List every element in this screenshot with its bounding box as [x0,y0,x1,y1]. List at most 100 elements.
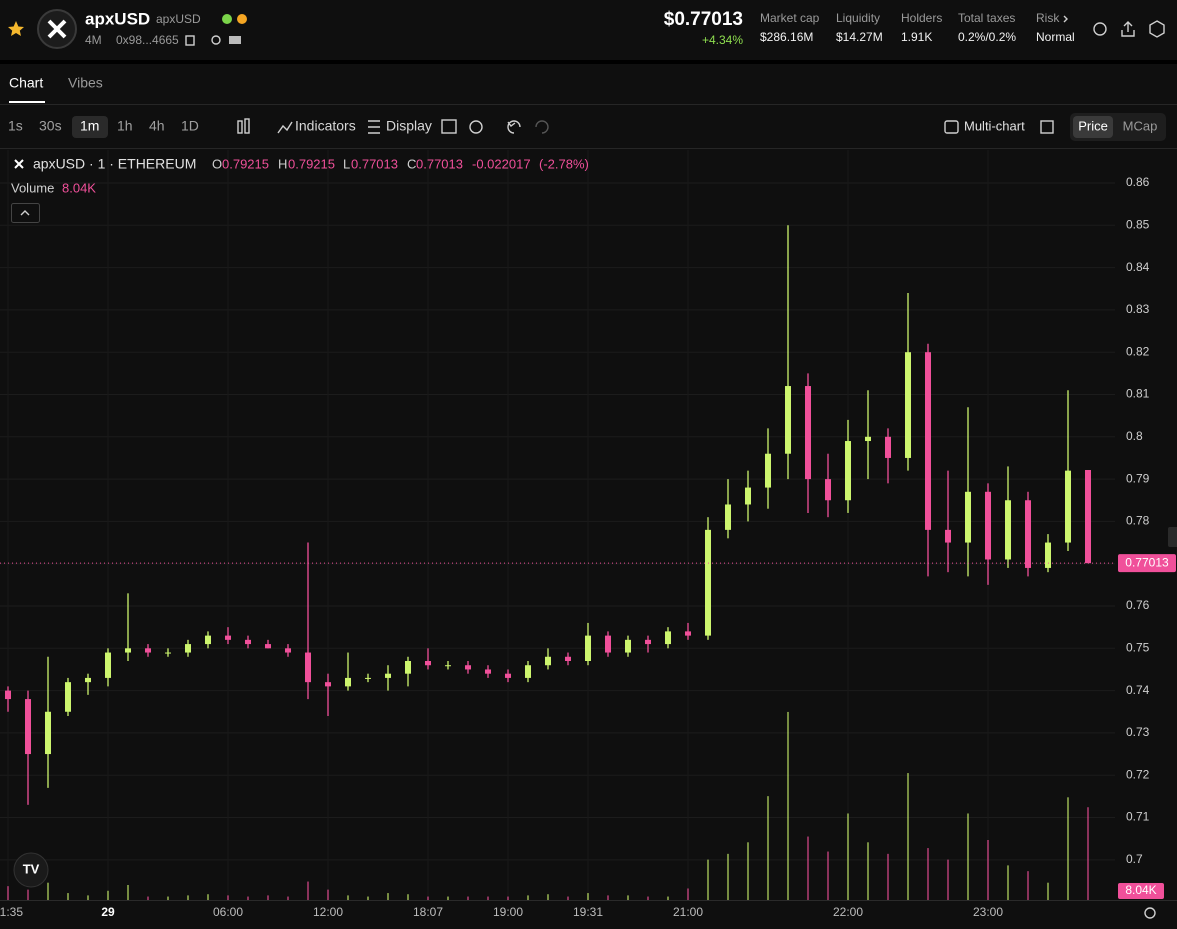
token-name: apxUSD [85,9,150,28]
volume-bar [867,842,869,900]
collapse-legend[interactable] [11,203,40,223]
indicators-button[interactable]: Indicators [295,118,356,134]
price-change: +4.34% [702,33,743,47]
candle-body [725,504,731,530]
interval-button[interactable]: 1h [117,118,133,134]
candle-body [845,441,851,501]
y-tick-label: 0.78 [1126,514,1150,528]
multi-chart-checkbox[interactable] [944,120,959,134]
candle-body [5,690,11,700]
price: $0.77013 [664,9,743,30]
copy-icon[interactable] [185,35,195,46]
candle-body [585,635,591,661]
stat-label: Market cap [760,11,820,25]
candle-body [205,635,211,645]
volume-bar [287,896,289,900]
candle-body [485,669,491,674]
y-tick-label: 0.8 [1126,429,1143,443]
candle-body [1065,470,1071,543]
candle-body [905,352,911,458]
candle-body [445,665,451,667]
candle-icon[interactable] [244,118,250,134]
volume-bar [347,895,349,900]
volume-bar [187,895,189,900]
candle-body [25,699,31,755]
alert-icon[interactable] [1093,22,1107,36]
ohlc-value: 0.77013 [416,156,463,171]
volume-bar [607,895,609,900]
volume-bar [327,889,329,900]
x-tick-label: 19:00 [493,905,523,919]
interval-button[interactable]: 1s [8,118,23,134]
y-tick-label: 0.76 [1126,598,1150,612]
interval-button[interactable]: 1m [80,118,99,134]
undo-icon[interactable] [507,120,521,134]
chevron [1063,15,1068,23]
candle-body [545,656,551,666]
tv-logo[interactable] [13,852,49,888]
candle-body [385,673,391,678]
candle-body [965,491,971,543]
volume-label: Volume [11,180,54,195]
ohlc-letter: O [212,156,222,171]
volume-bar [807,836,809,900]
candle-body [525,665,531,678]
ohlc-value: 0.77013 [351,156,398,171]
candle-body [405,660,411,674]
multi-chart-label[interactable]: Multi-chart [964,118,1025,133]
interval-group: 1s 30s 1m 1h 4h 1D [8,116,199,138]
candle-body [85,677,91,683]
volume-bar [707,859,709,900]
display-button[interactable]: Display [386,118,432,134]
tab[interactable]: Vibes [68,75,103,91]
x-tick-label: 21:00 [673,905,703,919]
y-tick-label: 0.75 [1126,640,1150,654]
mode-button[interactable]: Price [1078,118,1108,133]
chart-settings-icon[interactable] [469,120,483,134]
share-icon[interactable] [1121,21,1135,37]
y-tick-label: 0.85 [1126,217,1150,231]
favorite-star[interactable] [8,21,24,36]
volume-bar [727,853,729,900]
volume-bar [847,813,849,900]
redo-icon[interactable] [535,120,549,134]
display-icon[interactable] [368,120,380,134]
candle-icon[interactable] [237,120,243,134]
address[interactable]: 0x98...4665 [116,33,179,47]
tab[interactable]: Chart [9,75,43,91]
candle-body [145,648,151,653]
interval-button[interactable]: 1D [181,118,199,134]
y-tick-label: 0.74 [1126,683,1150,697]
stat-label: Liquidity [836,11,880,25]
token-logo-mark [47,19,67,39]
x-tick-label: 12:00 [313,905,343,919]
interval-button[interactable]: 30s [39,118,62,134]
change-percent: (-2.78%) [539,156,589,171]
candle-body [285,648,291,653]
symbol-icon [14,159,24,169]
mode-button[interactable]: MCap [1123,118,1158,133]
candle-body [745,487,751,505]
replay-icon[interactable] [441,119,457,134]
candle-body [165,652,171,654]
y-tick-label: 0.72 [1126,767,1150,781]
volume-bar [887,853,889,900]
mode-group: Price MCap [1073,116,1157,138]
indicators-icon[interactable] [277,121,293,134]
collapse-panel[interactable] [1168,527,1177,547]
candle-body [365,677,371,679]
volume-bar [827,851,829,900]
interval-button[interactable]: 4h [149,118,165,134]
fullscreen-icon[interactable] [1040,120,1054,134]
search-icon[interactable] [211,35,221,45]
volume-bar [507,896,509,900]
y-tick-label: 0.81 [1126,387,1150,401]
axis-settings-icon[interactable] [1144,907,1156,919]
stat-label[interactable]: Risk [1036,11,1060,25]
change-value: -0.022017 [472,156,531,171]
settings-icon[interactable] [1149,20,1165,38]
candle-body [325,682,331,687]
volume-bar [927,848,929,900]
link-icon[interactable] [229,36,241,44]
volume-bar [687,888,689,900]
